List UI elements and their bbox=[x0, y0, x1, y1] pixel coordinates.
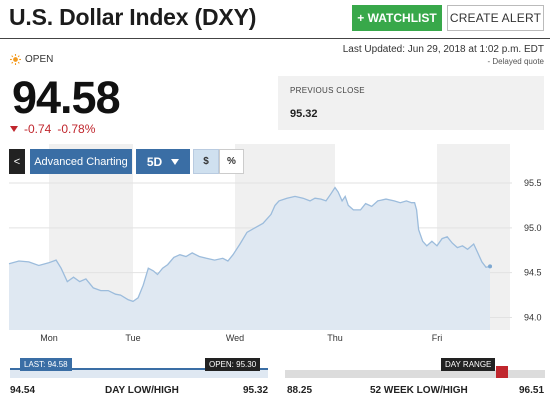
week52-low-value: 88.25 bbox=[287, 385, 313, 396]
day-range-tag: DAY RANGE bbox=[441, 358, 496, 371]
period-label: 5D bbox=[146, 154, 163, 169]
week52-range-bar bbox=[285, 370, 545, 378]
day-high-value: 95.32 bbox=[243, 385, 269, 396]
day-range-label: DAY LOW/HIGH bbox=[105, 385, 179, 396]
last-updated-text: Last Updated: Jun 29, 2018 at 1:02 p.m. … bbox=[342, 44, 544, 55]
down-arrow-icon bbox=[10, 126, 18, 132]
market-status: OPEN bbox=[10, 54, 53, 65]
week52-day-marker bbox=[496, 366, 508, 378]
x-tick-label: Thu bbox=[327, 333, 343, 343]
week52-high-value: 96.51 bbox=[519, 385, 545, 396]
price-chart[interactable]: 95.5 95.0 94.5 94.0 Mon Tue Wed Thu Fri bbox=[0, 144, 550, 356]
y-tick-label: 95.0 bbox=[524, 223, 542, 233]
change-percent: -0.78% bbox=[57, 122, 96, 136]
change-value: -0.74 bbox=[24, 122, 52, 136]
header-divider bbox=[0, 38, 550, 39]
previous-close-value: 95.32 bbox=[290, 108, 318, 120]
last-price-tag: LAST: 94.58 bbox=[20, 358, 72, 371]
page-title: U.S. Dollar Index (DXY) bbox=[9, 4, 257, 30]
previous-close-panel: PREVIOUS CLOSE 95.32 bbox=[278, 76, 544, 130]
percent-toggle[interactable]: % bbox=[219, 149, 244, 174]
week52-range-label: 52 WEEK LOW/HIGH bbox=[370, 385, 468, 396]
create-alert-button[interactable]: CREATE ALERT bbox=[447, 5, 544, 31]
y-axis: 95.5 95.0 94.5 94.0 bbox=[524, 178, 542, 323]
price-line bbox=[8, 186, 491, 303]
currency-toggle[interactable]: $ bbox=[193, 149, 219, 174]
chevron-down-icon bbox=[171, 158, 180, 165]
x-tick-label: Wed bbox=[226, 333, 244, 343]
advanced-charting-button[interactable]: Advanced Charting bbox=[30, 149, 132, 174]
y-tick-label: 95.5 bbox=[524, 178, 542, 188]
chart-back-button[interactable]: < bbox=[9, 149, 25, 174]
x-axis: Mon Tue Wed Thu Fri bbox=[40, 333, 442, 343]
add-to-watchlist-button[interactable]: + WATCHLIST bbox=[352, 5, 442, 31]
current-price: 94.58 bbox=[12, 72, 121, 123]
price-area-fill bbox=[9, 187, 490, 330]
market-state-label: OPEN bbox=[25, 54, 54, 65]
period-select[interactable]: 5D bbox=[136, 149, 190, 174]
x-tick-label: Tue bbox=[125, 333, 140, 343]
day-low-value: 94.54 bbox=[10, 385, 36, 396]
open-price-tag: OPEN: 95.30 bbox=[205, 358, 261, 371]
x-tick-label: Fri bbox=[432, 333, 443, 343]
last-price-marker bbox=[488, 264, 493, 269]
previous-close-label: PREVIOUS CLOSE bbox=[290, 86, 365, 95]
price-change: -0.74 -0.78% bbox=[10, 122, 95, 136]
sun-icon bbox=[10, 54, 21, 65]
x-tick-label: Mon bbox=[40, 333, 58, 343]
delayed-quote-note: - Delayed quote bbox=[487, 57, 544, 66]
y-tick-label: 94.5 bbox=[524, 268, 542, 278]
y-tick-label: 94.0 bbox=[524, 313, 542, 323]
day-range-bar bbox=[10, 368, 268, 378]
